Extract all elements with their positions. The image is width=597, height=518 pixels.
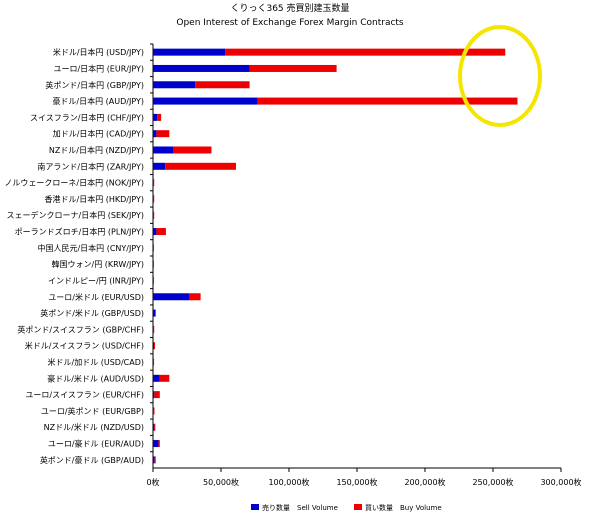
category-label: スイスフラン/日本円 (CHF/JPY) — [30, 112, 144, 122]
category-label: 米ドル/スイスフラン (USD/CHF) — [25, 341, 144, 351]
legend-label: 買い数量 Buy Volume — [365, 503, 442, 512]
buy-bar — [154, 456, 156, 464]
buy-bar — [153, 358, 155, 366]
sell-bar — [153, 423, 155, 431]
x-tick-label: 50,000枚 — [203, 477, 239, 487]
category-label: ポーランドズロチ/日本円 (PLN/JPY) — [15, 227, 144, 237]
sell-bar — [153, 374, 160, 382]
buy-bar — [159, 374, 170, 382]
sell-bar — [153, 407, 154, 415]
sell-bar — [153, 195, 154, 203]
category-label: 香港ドル/日本円 (HKD/JPY) — [45, 194, 145, 204]
category-label: 英ポンド/スイスフラン (GBP/CHF) — [17, 324, 144, 334]
buy-bar — [225, 48, 506, 56]
legend-swatch — [354, 504, 362, 510]
legend-swatch — [251, 504, 259, 510]
buy-bar — [153, 276, 154, 284]
buy-bar — [154, 342, 156, 350]
buy-bar — [153, 407, 155, 415]
sell-bar — [153, 130, 157, 138]
x-tick-label: 150,000枚 — [336, 477, 377, 487]
category-label: 米ドル/加ドル (USD/CAD) — [48, 357, 145, 367]
category-label: 韓国ウォン/円 (KRW/JPY) — [52, 259, 144, 269]
category-label: スェーデンクローナ/日本円 (SEK/JPY) — [7, 210, 144, 220]
x-tick-label: 0枚 — [146, 477, 159, 487]
buy-bar — [249, 64, 337, 72]
cropped-bottom-strip — [0, 505, 597, 518]
buy-bar — [155, 309, 156, 317]
sell-bar — [153, 211, 154, 219]
category-label: 英ポンド/米ドル (GBP/USD) — [40, 308, 144, 318]
buy-bar — [153, 179, 155, 187]
buy-bar — [189, 293, 201, 301]
sell-bar — [153, 64, 250, 72]
category-label: 英ポンド/豪ドル (GBP/AUD) — [40, 455, 144, 465]
chart-title: くりっく365 売買別建玉数量 — [230, 2, 349, 14]
category-label: ノルウェークローネ/日本円 (NOK/JPY) — [4, 178, 144, 188]
buy-bar — [153, 260, 154, 268]
category-label: ユーロ/スイスフラン (EUR/CHF) — [25, 391, 144, 400]
category-label: ユーロ/豪ドル (EUR/AUD) — [48, 439, 144, 449]
sell-bar — [153, 179, 154, 187]
legend: 売り数量 Sell Volume 買い数量 Buy Volume — [251, 503, 442, 512]
buy-bar — [153, 195, 155, 203]
buy-bar — [165, 162, 236, 170]
buy-bar — [173, 146, 212, 154]
sell-bar — [153, 228, 157, 236]
category-label: 南アランド/日本円 (ZAR/JPY) — [37, 161, 144, 171]
category-label: 加ドル/日本円 (CAD/JPY) — [53, 129, 144, 139]
category-label: 米ドル/日本円 (USD/JPY) — [53, 47, 144, 57]
category-label: NZドル/米ドル (NZD/USD) — [44, 422, 144, 432]
sell-bar — [153, 48, 226, 56]
category-label: ユーロ/英ポンド (EUR/GBP) — [41, 406, 144, 416]
sell-bar — [153, 440, 159, 448]
bars — [153, 48, 518, 464]
sell-bar — [153, 309, 156, 317]
category-label: ユーロ/日本円 (EUR/JPY) — [53, 63, 144, 73]
x-tick-label: 250,000枚 — [472, 477, 513, 487]
category-label: 豪ドル/米ドル (AUD/USD) — [47, 373, 144, 383]
x-tick-label: 100,000枚 — [268, 477, 309, 487]
category-label: インドルピー/円 (INR/JPY) — [48, 276, 144, 285]
sell-bar — [153, 391, 155, 399]
buy-bar — [154, 423, 156, 431]
buy-bar — [154, 391, 160, 399]
sell-bar — [153, 325, 154, 333]
buy-bar — [195, 81, 250, 89]
legend-label: 売り数量 Sell Volume — [262, 503, 338, 512]
buy-bar — [153, 325, 155, 333]
x-tick-label: 200,000枚 — [404, 477, 445, 487]
buy-bar — [158, 440, 160, 448]
buy-bar — [157, 113, 162, 121]
buy-bar — [257, 97, 518, 105]
category-label: 中国人民元/日本円 (CNY/JPY) — [37, 243, 144, 253]
buy-bar — [153, 244, 154, 252]
category-label: ユーロ/米ドル (EUR/USD) — [48, 292, 144, 302]
sell-bar — [153, 97, 258, 105]
sell-bar — [153, 162, 166, 170]
buy-bar — [156, 130, 170, 138]
sell-bar — [153, 81, 196, 89]
category-label: 英ポンド/日本円 (GBP/JPY) — [45, 80, 144, 90]
buy-bar — [153, 211, 155, 219]
buy-bar — [156, 228, 166, 236]
chart-subtitle: Open Interest of Exchange Forex Margin C… — [176, 18, 404, 28]
category-label: 豪ドル/日本円 (AUD/JPY) — [52, 96, 144, 106]
sell-bar — [153, 293, 190, 301]
sell-bar — [153, 113, 158, 121]
x-tick-label: 300,000枚 — [540, 477, 581, 487]
sell-bar — [153, 456, 155, 464]
axes: 0枚 50,000枚 100,000枚 150,000枚 200,000枚 250,000… — [4, 43, 582, 487]
category-label: NZドル/日本円 (NZD/JPY) — [49, 145, 144, 155]
sell-bar — [153, 342, 155, 350]
sell-bar — [153, 146, 174, 154]
highlight-ellipse — [458, 25, 542, 127]
